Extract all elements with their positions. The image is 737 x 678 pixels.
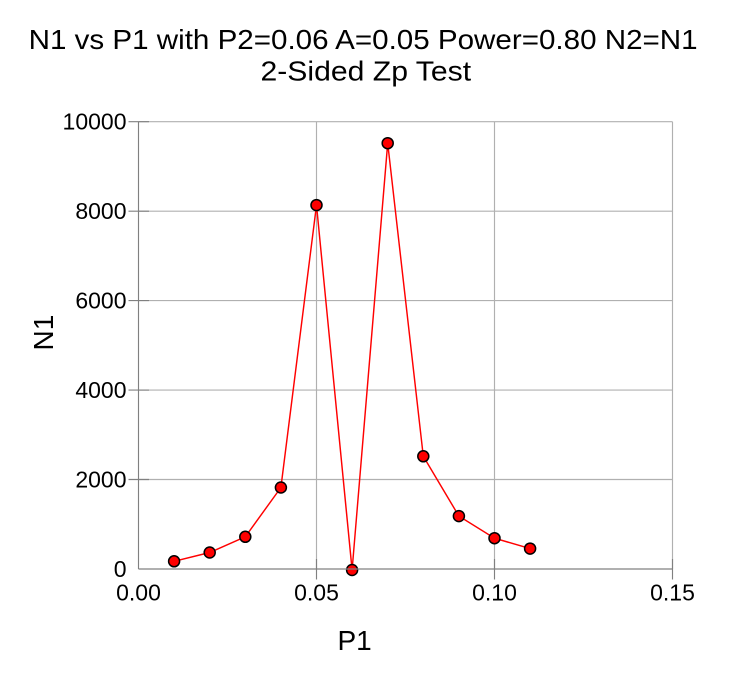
svg-text:2000: 2000 [75,466,126,492]
svg-text:N1 vs P1 with P2=0.06 A=0.05 P: N1 vs P1 with P2=0.06 A=0.05 Power=0.80 … [29,24,698,55]
svg-text:2-Sided Zp Test: 2-Sided Zp Test [260,56,471,87]
svg-text:6000: 6000 [75,287,126,313]
svg-text:N1: N1 [28,315,59,351]
svg-text:8000: 8000 [75,198,126,224]
svg-text:0: 0 [114,556,127,582]
svg-text:4000: 4000 [75,377,126,403]
svg-text:0.15: 0.15 [650,579,695,605]
svg-text:0.05: 0.05 [294,579,339,605]
svg-text:0.00: 0.00 [116,579,161,605]
svg-text:0.10: 0.10 [472,579,517,605]
svg-text:P1: P1 [337,625,371,656]
svg-text:10000: 10000 [63,109,127,135]
